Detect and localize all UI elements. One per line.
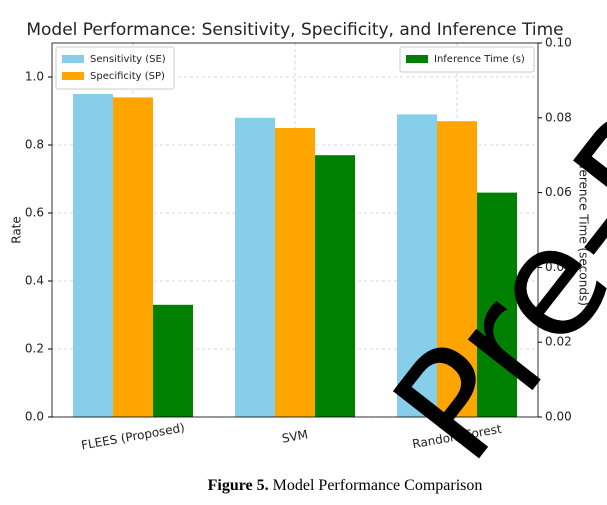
y2-axis-label: Inference Time (seconds) xyxy=(577,154,591,306)
y2-tick-label: 0.02 xyxy=(545,335,572,349)
plot-frame xyxy=(51,42,539,418)
caption-label: Figure 5. xyxy=(208,477,269,494)
y-tick-label: 0.6 xyxy=(25,206,44,220)
y-tick-label: 0.0 xyxy=(25,410,44,424)
bar xyxy=(477,192,517,417)
y-tick-label: 0.4 xyxy=(25,274,44,288)
legend-box xyxy=(55,46,175,90)
caption: Figure 5. Model Performance Comparison xyxy=(208,477,483,494)
legend-swatch xyxy=(62,72,84,80)
y2-tick-label: 0.04 xyxy=(545,260,572,274)
chart-title: Model Performance: Sensitivity, Specific… xyxy=(26,20,563,40)
y-axis-label: Rate xyxy=(10,216,24,244)
bar xyxy=(275,128,315,417)
y-tick-label: 0.2 xyxy=(25,342,44,356)
x-tick-label: FLEES (Proposed) xyxy=(80,421,186,453)
legend-swatch xyxy=(62,55,84,63)
caption-text: Model Performance Comparison xyxy=(273,477,483,494)
bar xyxy=(397,114,437,418)
legend-label: Sensitivity (SE) xyxy=(90,54,166,65)
y2-tick-label: 0.00 xyxy=(545,410,572,424)
x-tick-label: SVM xyxy=(281,427,309,445)
y-tick-label: 0.8 xyxy=(25,138,44,152)
legend-label: Inference Time (s) xyxy=(434,54,525,65)
legend-box xyxy=(399,46,535,73)
y-tick-label: 1.0 xyxy=(25,70,44,84)
y2-tick-label: 0.08 xyxy=(545,110,572,124)
y2-tick-label: 0.10 xyxy=(545,36,572,50)
bar xyxy=(73,94,113,417)
bar xyxy=(437,121,477,417)
bar xyxy=(315,155,355,417)
bar xyxy=(235,117,275,418)
bar xyxy=(113,97,153,418)
legend-label: Specificity (SP) xyxy=(90,71,165,82)
bar xyxy=(153,304,193,417)
y2-tick-label: 0.06 xyxy=(545,185,572,199)
legend-swatch xyxy=(406,55,428,63)
